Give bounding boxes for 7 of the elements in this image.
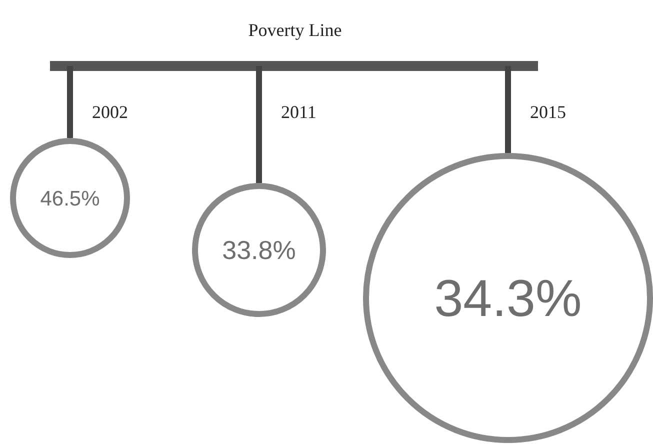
category-label: 2011 bbox=[281, 102, 316, 122]
data-label: 34.3% bbox=[434, 270, 582, 328]
category-label: 2015 bbox=[530, 102, 566, 122]
data-label: 46.5% bbox=[40, 187, 100, 210]
data-label: 33.8% bbox=[222, 235, 296, 266]
category-label: 2002 bbox=[92, 102, 128, 122]
text: Poverty Line bbox=[248, 20, 342, 40]
